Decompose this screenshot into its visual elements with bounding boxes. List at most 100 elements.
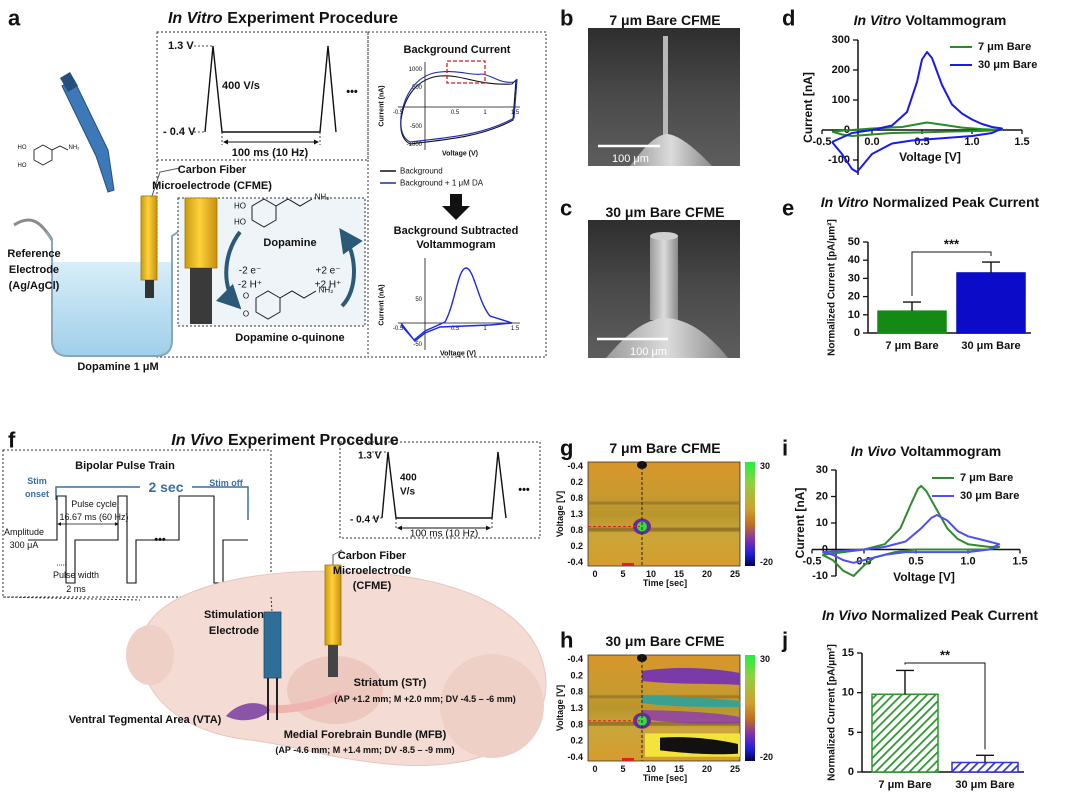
label: 30 [760,654,770,664]
label: 1.3 V [168,40,194,52]
y-tick-label: 300 [832,34,850,46]
molecule-chain [275,198,313,207]
y-tick-label: 10 [816,517,828,529]
label: 2 ms [66,584,86,594]
label: -2 e⁻ [239,266,262,277]
label: 0.2 [570,541,583,551]
series-line [821,484,1001,577]
label: 25 [730,569,740,579]
label: -1000 [407,142,423,148]
y-tick-label: 40 [848,254,860,266]
molecule-chain [51,145,69,151]
label: 400 V/s [222,80,260,92]
x-tick-label: 30 μm Bare [961,340,1020,352]
x-tick-label: 30 μm Bare [955,779,1014,791]
mfb [261,691,342,714]
label: Voltage (V) [440,351,476,358]
label: Voltammogram [416,239,495,251]
bar [956,272,1026,334]
bar [877,310,947,334]
label: 30 [760,461,770,471]
y-axis-label: Normalized Current [pA/μm²] [827,644,838,781]
error-bar [896,669,914,695]
molecule-ring [251,198,277,228]
label: -2 H⁺ [238,280,262,291]
label: NH₂ [315,193,330,202]
label: Voltage [V] [555,491,565,537]
heatmap-band [588,501,740,505]
label: -50 [413,342,422,348]
error-bar [903,301,921,312]
label: 15 [674,764,684,774]
y-tick-label: 50 [848,236,860,248]
label: +2 H⁺ [315,280,342,291]
label: 16.67 ms (60 Hz) [59,512,128,522]
label: 1.3 [570,509,583,519]
label: NH₂ [69,145,81,151]
label: Dopamine o-quinone [235,332,344,344]
heatmap-feature [660,737,738,755]
label: ••• [154,534,166,546]
legend-label: 7 μm Bare [978,41,1031,53]
y-axis-label: Current [nA] [801,72,815,143]
fiber [663,36,668,136]
panel-title: In Vitro Experiment Procedure [168,10,398,27]
cfme-body [140,195,158,281]
text-part: Voltammogram [900,443,1001,459]
stim-electrode [263,611,282,679]
label: (AP -4.6 mm; M +1.4 mm; DV -8.5 – -9 mm) [275,745,454,755]
panel-title: 30 μm Bare CFME [605,204,724,220]
label: -0.5 [393,326,404,332]
y-tick-label: 0 [854,327,860,339]
waveform [381,451,507,519]
legend-label: 30 μm Bare [978,59,1037,71]
text-part: Experiment Procedure [228,432,399,449]
label: Carbon Fiber [178,164,247,176]
label: 0.5 [451,110,460,116]
label: Reference [7,248,60,260]
x-tick-label: 7 μm Bare [885,340,938,352]
label: Electrode [209,625,259,637]
fiber-top [650,232,678,240]
y-tick-label: 20 [848,291,860,303]
panel-label: j [781,628,788,653]
text-part: Voltammogram [906,12,1007,28]
panel-title: 30 μm Bare CFME [605,633,724,649]
legend-label: 7 μm Bare [960,472,1013,484]
label: Stim [27,476,47,486]
heatmap-band [588,527,740,532]
guide [372,451,493,530]
label: (Ag/AgCl) [9,280,60,292]
label: 5 [620,764,625,774]
text-part: In Vivo [851,443,897,459]
label: (AP +1.2 mm; M +2.0 mm; DV -4.5 – -6 mm) [334,694,515,704]
waveform [204,45,337,133]
panel-title: 7 μm Bare CFME [609,12,720,28]
x-axis-label: Voltage [V] [899,150,961,164]
label: 0 [592,569,597,579]
series-line [831,121,1003,137]
label: O [243,292,249,301]
label: -0.4 [567,557,583,567]
molecule-ring [255,290,281,320]
label: -20 [760,752,773,762]
reduction-arrow [339,228,363,308]
panel-label: e [782,196,794,221]
label: Carbon Fiber [338,550,407,562]
connector [2,596,273,613]
cfme-pointer [332,549,343,565]
panel-label: h [560,628,573,653]
panel-label: b [560,6,573,31]
label: Pulse cycle [71,499,117,509]
x-tick-label: 0.5 [908,556,923,568]
oxidation-arrow [215,230,242,310]
label: 0.2 [570,670,583,680]
label: 500 [412,85,423,91]
label: Microelectrode [333,565,411,577]
chart-title: In Vitro Normalized Peak Current [821,194,1040,210]
x-tick-label: 0.5 [914,136,929,148]
label: - 0.4 V [163,126,196,138]
label: ••• [518,484,530,496]
stim-marker [622,563,634,566]
